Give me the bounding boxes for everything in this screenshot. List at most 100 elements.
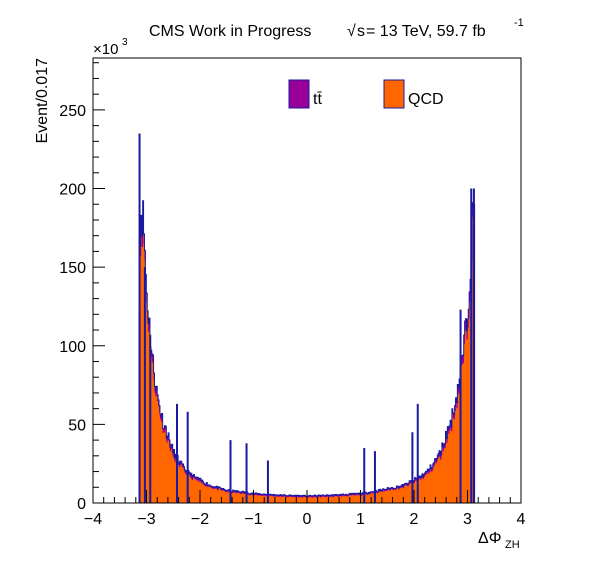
- qcd-bar: [359, 495, 361, 503]
- ttbar-bar: [349, 493, 351, 496]
- qcd-bar: [350, 495, 353, 503]
- qcd-bar: [315, 497, 317, 503]
- ttbar-bar: [200, 481, 203, 484]
- ttbar-bar: [355, 493, 357, 496]
- qcd-bar: [404, 485, 406, 503]
- ttbar-bar: [249, 493, 252, 496]
- qcd-bar: [210, 487, 213, 503]
- qcd-bar: [248, 495, 250, 503]
- ttbar-bar: [307, 496, 309, 498]
- ttbar-bar: [413, 480, 415, 483]
- ttbar-bar: [340, 495, 343, 497]
- qcd-bar: [170, 449, 173, 503]
- qcd-bar: [461, 363, 464, 503]
- qcd-bar: [305, 497, 307, 503]
- qcd-bar: [393, 489, 395, 503]
- qcd-bar: [190, 475, 193, 503]
- qcd-bar: [425, 473, 427, 503]
- ttbar-bar: [330, 495, 333, 497]
- ttbar-bar: [313, 495, 315, 498]
- ttbar-bar: [285, 495, 287, 498]
- qcd-bar: [448, 433, 450, 503]
- qcd-bar: [196, 480, 198, 503]
- ttbar-bar: [289, 494, 291, 497]
- ttbar-bar: [167, 436, 169, 441]
- ttbar-bar: [258, 494, 260, 496]
- qcd-bar: [433, 465, 435, 503]
- ttbar-bar: [380, 490, 383, 492]
- ttbar-bar: [412, 481, 415, 484]
- qcd-bar: [201, 482, 204, 503]
- qcd-bar: [446, 442, 448, 503]
- ttbar-bar: [163, 428, 165, 433]
- ttbar-bar: [333, 495, 335, 497]
- ttbar-bar: [396, 486, 398, 488]
- ttbar-bar: [332, 495, 334, 498]
- qcd-bar: [213, 489, 215, 503]
- ttbar-bar: [324, 495, 326, 498]
- qcd-bar: [194, 479, 196, 503]
- qcd-bar: [397, 487, 399, 503]
- ttbar-bar: [462, 355, 465, 363]
- ttbar-bar: [353, 494, 355, 496]
- qcd-bar: [329, 496, 331, 503]
- y-multiplier: ×10: [93, 41, 118, 58]
- ttbar-bar: [179, 464, 181, 468]
- ttbar-bar: [241, 491, 244, 493]
- ttbar-bar: [254, 493, 256, 496]
- qcd-bar: [233, 492, 235, 503]
- ttbar-bar: [367, 493, 369, 495]
- ttbar-bar: [371, 491, 374, 494]
- qcd-bar: [354, 494, 356, 503]
- qcd-bar: [407, 486, 409, 503]
- ttbar-bar: [317, 495, 319, 498]
- qcd-bar: [151, 361, 153, 503]
- ttbar-bar: [256, 493, 258, 496]
- qcd-bar: [370, 493, 372, 503]
- ttbar-bar: [334, 494, 336, 497]
- ttbar-bar: [460, 357, 463, 366]
- qcd-bar: [421, 476, 424, 503]
- qcd-bar: [325, 497, 327, 503]
- ttbar-bar: [213, 487, 215, 490]
- qcd-bar: [280, 496, 283, 503]
- ttbar-bar: [359, 494, 361, 496]
- qcd-bar: [160, 421, 163, 503]
- qcd-bar: [434, 462, 436, 503]
- qcd-bar: [146, 302, 148, 503]
- qcd-bar: [353, 495, 355, 503]
- ttbar-bar: [231, 491, 234, 494]
- qcd-bar: [188, 473, 190, 503]
- qcd-bar: [365, 493, 367, 503]
- qcd-bar: [269, 495, 272, 503]
- ttbar-bar: [466, 330, 468, 340]
- qcd-bar: [208, 486, 210, 503]
- ttbar-bar: [385, 489, 387, 491]
- ttbar-bar: [281, 495, 284, 498]
- qcd-bar: [368, 493, 370, 503]
- qcd-bar: [249, 495, 251, 503]
- qcd-bar: [347, 496, 349, 503]
- ttbar-bar: [386, 489, 388, 491]
- qcd-bar: [351, 495, 354, 503]
- qcd-bar: [161, 418, 164, 503]
- ttbar-bar: [356, 493, 358, 496]
- ttbar-bar: [283, 494, 285, 497]
- qcd-bar: [282, 496, 284, 503]
- qcd-bar: [314, 496, 316, 503]
- ttbar-bar: [148, 323, 150, 332]
- qcd-bar: [308, 497, 310, 503]
- qcd-bar: [261, 495, 264, 503]
- qcd-bar: [141, 247, 143, 503]
- histogram-outline: [138, 200, 476, 503]
- qcd-bar: [179, 467, 181, 503]
- ttbar-bar: [288, 495, 290, 498]
- qcd-bar: [259, 495, 262, 503]
- ttbar-bar: [318, 494, 320, 497]
- qcd-bar: [382, 490, 385, 503]
- qcd-bar: [399, 488, 401, 503]
- qcd-bar: [258, 495, 260, 503]
- ttbar-bar: [428, 470, 430, 474]
- qcd-bar: [355, 495, 357, 503]
- ttbar-bar: [208, 485, 210, 487]
